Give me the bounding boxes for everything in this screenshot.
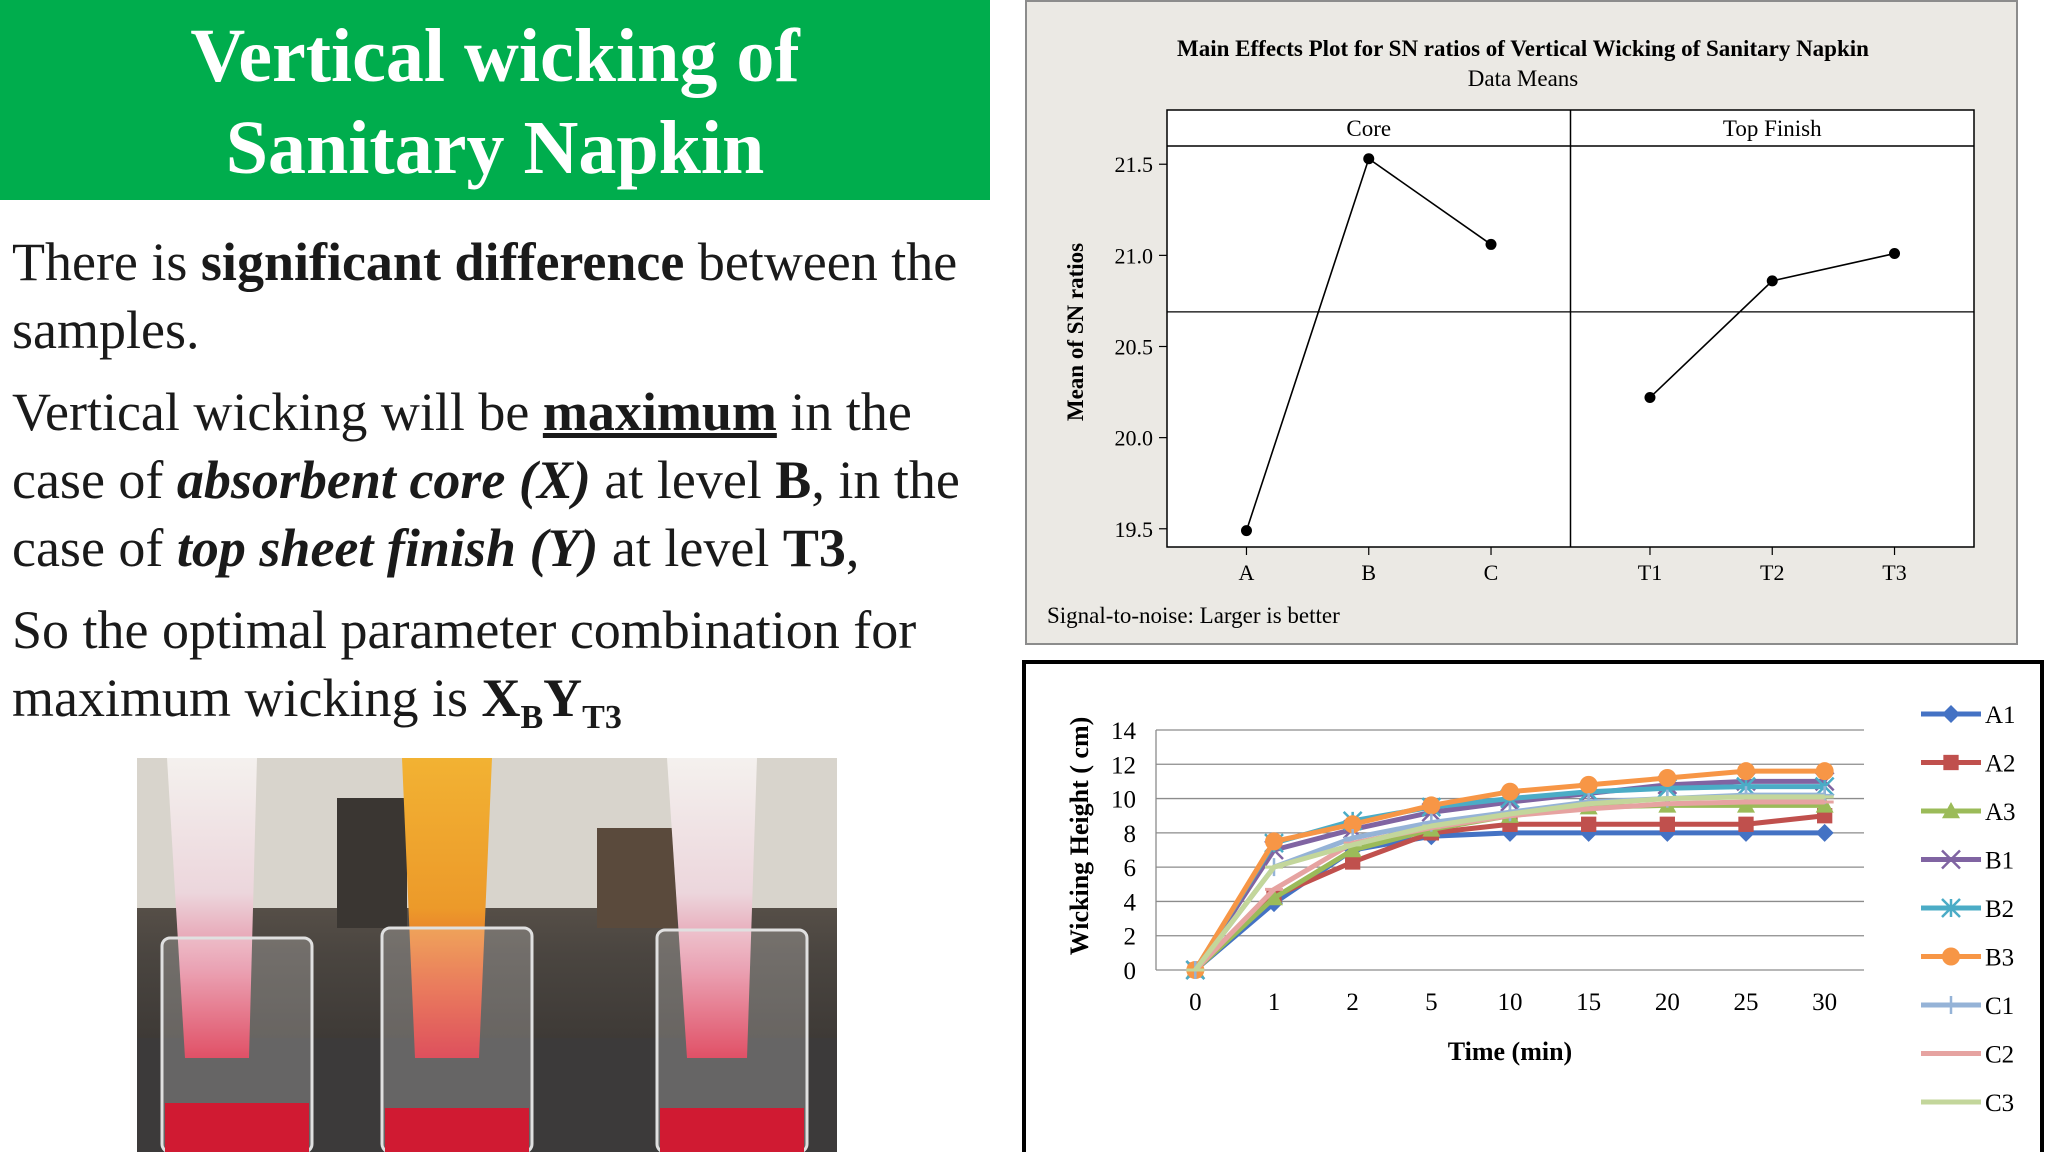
- x-tick-label: 15: [1576, 989, 1601, 1016]
- legend-label: C1: [1985, 993, 2014, 1020]
- panel-label: Core: [1346, 116, 1391, 141]
- marker-circle: [1501, 782, 1519, 801]
- x-tick-label: C: [1484, 560, 1499, 585]
- data-point: [1240, 525, 1252, 537]
- y-tick-label: 12: [1111, 752, 1136, 779]
- body-text: There is significant difference between …: [12, 228, 1002, 766]
- y-tick-label: 10: [1111, 787, 1136, 814]
- marker-circle: [1265, 832, 1283, 851]
- data-point: [1889, 248, 1901, 260]
- y-tick-label: 2: [1124, 924, 1137, 951]
- marker-diamond: [1815, 823, 1834, 842]
- chart2-xlabel: Time (min): [1448, 1037, 1572, 1066]
- marker-star: [1941, 898, 1961, 918]
- marker-x: [1941, 849, 1961, 870]
- marker-circle: [1579, 775, 1598, 794]
- legend-label: C3: [1985, 1090, 2014, 1117]
- wicking-height-chart: Wicking Height ( cm) Time (min) 02468101…: [1065, 702, 2016, 1117]
- x-tick-label: 30: [1812, 989, 1837, 1016]
- marker-circle: [1658, 769, 1677, 787]
- y-tick-label: 19.5: [1115, 517, 1154, 542]
- marker-plus: [1942, 996, 1960, 1014]
- x-tick-label: B: [1361, 560, 1376, 585]
- series-C3: [1186, 794, 1834, 972]
- optimal-combination: XBYT3: [481, 668, 622, 736]
- y-tick-label: 14: [1111, 718, 1137, 745]
- x-tick-label: T1: [1638, 560, 1662, 585]
- marker-diamond: [1942, 705, 1960, 723]
- chart1-footnote: Signal-to-noise: Larger is better: [1047, 603, 1340, 628]
- data-point: [1766, 275, 1778, 287]
- marker-triangle: [1942, 802, 1960, 819]
- marker-circle: [1815, 762, 1834, 781]
- chart2-ylabel: Wicking Height ( cm): [1065, 717, 1094, 956]
- data-point: [1363, 153, 1375, 165]
- title-line-1: Vertical wicking of: [190, 14, 800, 98]
- y-tick-label: 21.5: [1115, 152, 1154, 177]
- legend-label: A3: [1985, 799, 2016, 826]
- series-B3: [1186, 762, 1834, 979]
- main-effects-chart: Main Effects Plot for SN ratios of Verti…: [1047, 36, 1975, 628]
- y-tick-label: 0: [1124, 958, 1137, 985]
- chart1-title: Main Effects Plot for SN ratios of Verti…: [1177, 36, 1869, 61]
- marker-square: [1345, 854, 1361, 870]
- legend-label: B1: [1985, 848, 2014, 875]
- marker-triangle: [1343, 841, 1362, 858]
- y-tick-label: 4: [1124, 889, 1137, 916]
- x-tick-label: 20: [1655, 989, 1680, 1016]
- marker-square: [1738, 816, 1754, 832]
- marker-circle: [1343, 815, 1362, 834]
- y-tick-label: 6: [1124, 855, 1137, 882]
- x-tick-label: T3: [1882, 560, 1906, 585]
- wicking-test-photo: [137, 758, 837, 1152]
- chart1-subtitle: Data Means: [1468, 66, 1579, 91]
- legend-label: B2: [1985, 896, 2014, 923]
- marker-triangle: [1815, 796, 1834, 813]
- wicking-height-panel: Wicking Height ( cm) Time (min) 0 2 4 6 8 10 1…: [1022, 660, 2044, 1152]
- paragraph-3: So the optimal parameter combination for…: [12, 600, 917, 736]
- y-tick-label: 20.0: [1115, 426, 1154, 451]
- x-tick-label: 10: [1498, 989, 1523, 1016]
- paragraph-2: Vertical wicking will be maximum in the …: [12, 382, 960, 578]
- main-effects-panel: Main Effects Plot for SN ratios of Verti…: [1025, 0, 2018, 645]
- chart1-ylabel: Mean of SN ratios: [1063, 243, 1088, 421]
- x-tick-label: 0: [1189, 989, 1202, 1016]
- x-tick-label: 1: [1268, 989, 1281, 1016]
- title-banner: Vertical wicking of Sanitary Napkin: [0, 0, 990, 200]
- marker-square: [1659, 816, 1675, 832]
- marker-circle: [1942, 947, 1960, 966]
- x-tick-label: A: [1239, 560, 1255, 585]
- legend-label: B3: [1985, 945, 2014, 972]
- paragraph-1: There is significant difference between …: [12, 232, 958, 360]
- x-tick-label: 5: [1425, 989, 1438, 1016]
- marker-triangle: [1265, 889, 1283, 906]
- x-tick-label: 25: [1734, 989, 1759, 1016]
- y-tick-label: 8: [1124, 821, 1137, 848]
- data-point: [1644, 392, 1656, 404]
- x-tick-label: T2: [1760, 560, 1784, 585]
- x-tick-label: 2: [1346, 989, 1359, 1016]
- legend-label: A2: [1985, 751, 2016, 778]
- y-tick-label: 20.5: [1115, 335, 1154, 360]
- marker-square: [1943, 754, 1959, 771]
- marker-circle: [1737, 762, 1755, 781]
- legend-label: A1: [1985, 702, 2016, 729]
- panel-label: Top Finish: [1723, 116, 1822, 141]
- marker-square: [1581, 816, 1597, 832]
- y-tick-label: 21.0: [1115, 243, 1154, 268]
- legend-label: C2: [1985, 1042, 2014, 1069]
- marker-triangle: [1737, 796, 1755, 813]
- marker-circle: [1422, 796, 1441, 815]
- data-point: [1485, 238, 1497, 250]
- title-line-2: Sanitary Napkin: [225, 106, 765, 190]
